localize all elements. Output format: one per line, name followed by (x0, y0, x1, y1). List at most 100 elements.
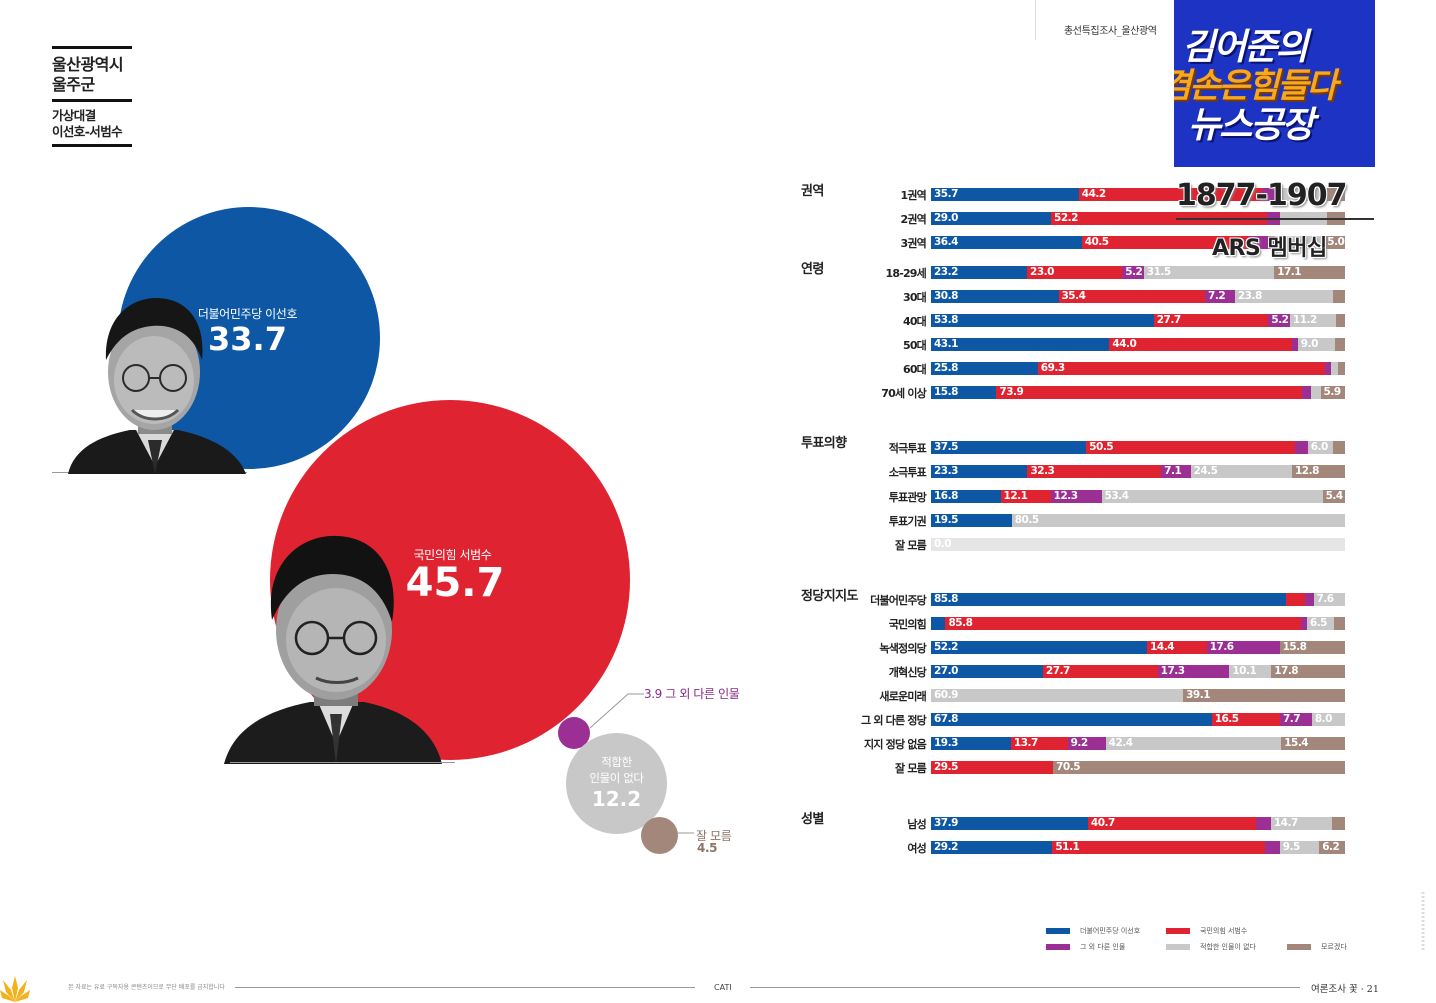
row-label: 30대 (902, 291, 927, 304)
bar-row: 37.5 50.5 6.0 (931, 441, 1345, 454)
bar-segment (1330, 362, 1338, 375)
bar-segment: 16.5 (1211, 713, 1280, 726)
news-factory-logo: 김어준의 겸손은힘들다 뉴스공장 (1174, 0, 1375, 167)
bar-value-label: 6.2 (1322, 841, 1340, 853)
row-label: 50대 (902, 339, 927, 352)
bar-value-label: 15.8 (934, 386, 958, 398)
region-line1: 울산광역시 (52, 55, 124, 74)
logo-line2: 겸손은힘들다 (1174, 66, 1338, 106)
bar-segment: 85.8 (931, 593, 1287, 606)
bar-value-label: 24.5 (1193, 465, 1218, 477)
bar-value-label: 12.1 (1003, 490, 1028, 502)
bar-value-label: 30.8 (934, 290, 958, 302)
bubble-dk-value: 4.5 (697, 841, 718, 855)
bar-segment: 7.7 (1279, 713, 1312, 726)
bar-segment (1274, 236, 1325, 249)
bar-segment (1261, 188, 1276, 201)
bar-segment: 8.0 (1311, 713, 1345, 726)
bar-row: 37.9 40.7 14.7 (931, 817, 1345, 830)
bar-value-label: 35.4 (1061, 290, 1086, 302)
bar-segment: 17.1 (1274, 266, 1345, 279)
bar-segment (1305, 593, 1314, 606)
bar-row: 27.0 27.7 17.3 10.1 17.8 (931, 665, 1345, 678)
bubble-none-line1: 적합한 (601, 755, 632, 769)
bar-value-label: 8.0 (1314, 713, 1333, 725)
bar-value-label: 9.5 (1282, 841, 1301, 853)
bar-segment: 51.1 (1052, 841, 1265, 854)
bubble-lee-name: 더불어민주당 이선호 (197, 307, 298, 321)
bar-value-label: 6.5 (1309, 617, 1328, 629)
bar-segment: 36.4 (931, 236, 1082, 249)
bar-value-label: 16.8 (934, 490, 958, 502)
bar-value-label: 42.4 (1108, 737, 1133, 749)
bar-segment: 35.7 (931, 188, 1079, 201)
bar-row: 52.2 14.4 17.6 15.8 (931, 641, 1345, 654)
bar-segment (1311, 386, 1321, 399)
title-block: 울산광역시 울주군 가상대결 이선호-서범수 (52, 46, 132, 147)
bar-value-label: 5.9 (1323, 386, 1342, 398)
bar-value-label: 52.2 (1054, 212, 1078, 224)
bar-segment: 40.5 (1081, 236, 1250, 249)
row-label: 40대 (902, 315, 927, 328)
title-rule-middle (52, 99, 132, 102)
bar-value-label: 35.7 (934, 188, 958, 200)
bubble-seo-name: 국민의힘 서범수 (413, 548, 492, 562)
bar-value-label: 14.4 (1150, 641, 1175, 653)
bar-segment: 15.8 (1279, 641, 1345, 654)
bar-segment: 17.3 (1157, 665, 1230, 678)
bar-segment: 44.0 (1109, 338, 1292, 351)
bar-segment: 23.8 (1234, 290, 1334, 303)
bar-row: 23.2 23.0 5.2 31.5 17.1 (931, 266, 1345, 279)
bar-row: 0.0 (931, 538, 1345, 551)
flower-icon (0, 976, 30, 1002)
bar-row: 19.3 13.7 9.2 42.4 15.4 (931, 737, 1345, 750)
match-line1: 가상대결 (52, 108, 96, 123)
bar-value-label: 5.0 (1327, 236, 1345, 248)
bar-segment (1333, 617, 1345, 630)
bar-segment (1275, 188, 1321, 201)
bar-value-label: 69.3 (1040, 362, 1065, 374)
bar-value-label: 60.9 (934, 689, 958, 701)
bar-segment: 5.2 (1122, 266, 1144, 279)
bar-segment: 7.2 (1205, 290, 1235, 303)
row-label: 새로운미래 (879, 690, 926, 703)
bar-segment: 29.5 (931, 761, 1054, 774)
bar-value-label: 36.4 (934, 236, 958, 248)
bar-segment: 85.8 (945, 617, 1301, 630)
row-label: 1권역 (900, 189, 927, 202)
bar-segment (1333, 290, 1345, 303)
title-rule-top (52, 46, 132, 49)
bar-segment: 27.0 (931, 665, 1043, 678)
bubble-none (566, 733, 667, 834)
bar-row: 30.8 35.4 7.2 23.8 (931, 290, 1345, 303)
bubble-other-leader (589, 693, 644, 729)
group-label: 연령 (801, 262, 824, 277)
bar-segment: 42.4 (1105, 737, 1282, 750)
row-label: 60대 (902, 363, 927, 376)
bar-row: 43.1 44.0 9.0 (931, 338, 1345, 351)
row-label: 소극투표 (888, 466, 927, 479)
row-label: 녹색정의당 (879, 642, 926, 655)
bar-segment: 14.7 (1270, 817, 1332, 830)
bar-value-label: 31.5 (1146, 266, 1171, 278)
row-label: 2권역 (900, 213, 927, 226)
bar-segment: 16.8 (931, 490, 1001, 503)
bar-segment: 23.3 (931, 465, 1028, 478)
bar-row: 85.8 6.5 (931, 617, 1345, 630)
bar-segment (1324, 362, 1331, 375)
bar-row: 29.2 51.1 9.5 6.2 (931, 841, 1345, 854)
bar-value-label: 15.4 (1284, 737, 1309, 749)
bar-value-label: 13.7 (1013, 737, 1038, 749)
bar-segment: 7.6 (1313, 593, 1345, 606)
legend-item-other: 그 외 다른 인물 (1046, 942, 1125, 952)
bar-value-label: 17.6 (1209, 641, 1234, 653)
bar-segment: 9.0 (1297, 338, 1336, 351)
bar-segment: 67.8 (931, 713, 1212, 726)
bar-segment: 37.9 (931, 817, 1088, 830)
bar-value-label: 15.8 (1282, 641, 1307, 653)
bar-value-label: 19.5 (934, 514, 958, 526)
row-label: 70세 이상 (881, 387, 926, 400)
bar-row: 67.8 16.5 7.7 8.0 (931, 713, 1345, 726)
legend-swatch-dk (1287, 944, 1311, 950)
bar-segment: 14.4 (1147, 641, 1207, 654)
